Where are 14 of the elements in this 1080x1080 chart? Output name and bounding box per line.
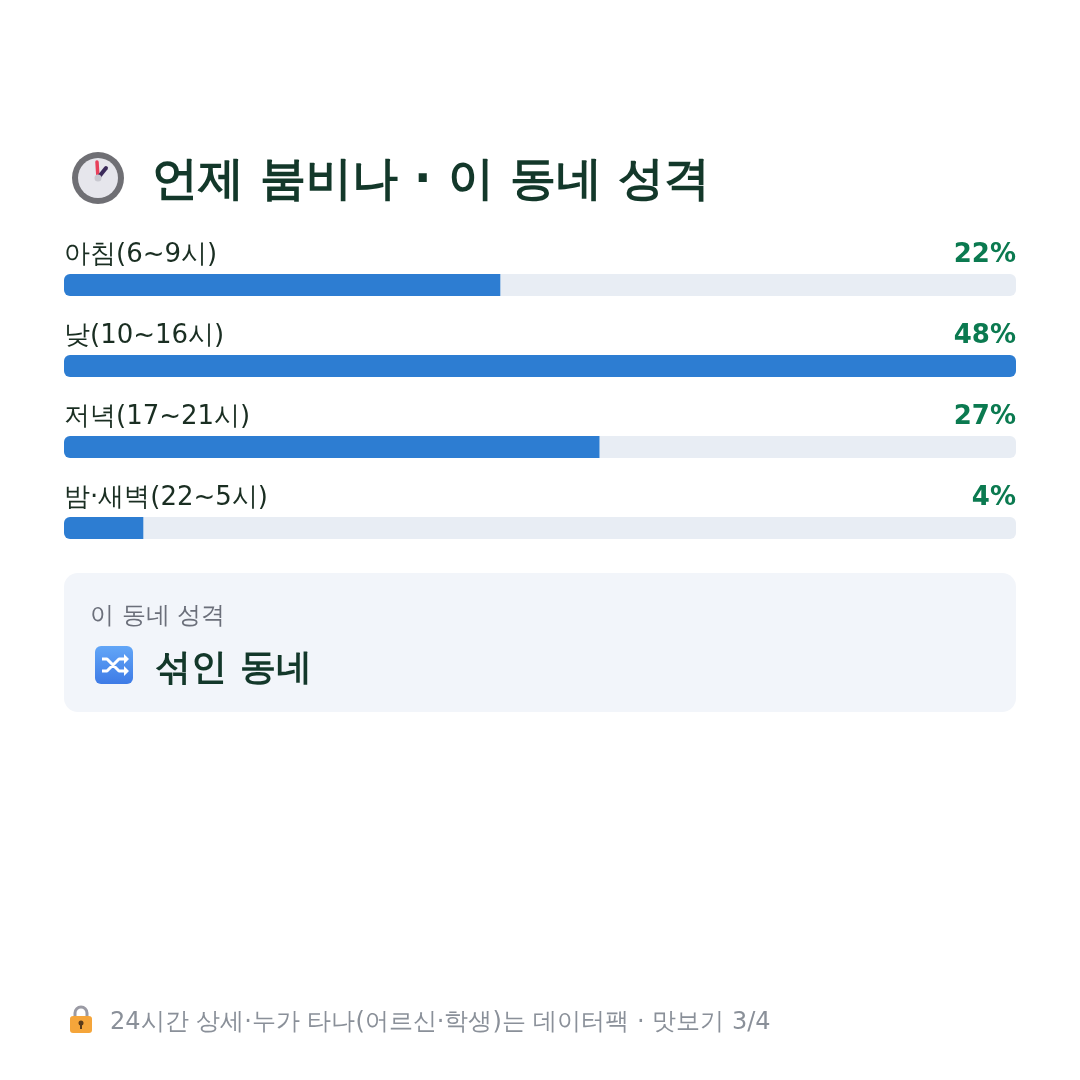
text: 이 동네 성격 [90, 601, 226, 629]
text: 섞인 동네 [155, 646, 312, 687]
y-tick-label: 낮(10~16시) [64, 319, 225, 349]
bar [64, 517, 144, 539]
y-tick-label: 밤·새벽(22~5시) [64, 481, 268, 511]
data-label: 4% [971, 481, 1016, 511]
data-label: 22% [953, 238, 1016, 268]
bar [64, 355, 1016, 377]
chart-title: 언제 붐비나 · 이 동네 성격 [152, 151, 710, 205]
data-label: 48% [953, 319, 1016, 349]
y-tick-label: 저녁(17~21시) [64, 400, 251, 430]
text: 24시간 상세·누가 타나(어르신·학생)는 데이터팩 · 맛보기 3/4 [110, 1007, 771, 1035]
y-tick-label: 아침(6~9시) [64, 238, 218, 268]
data-label: 27% [953, 400, 1016, 430]
